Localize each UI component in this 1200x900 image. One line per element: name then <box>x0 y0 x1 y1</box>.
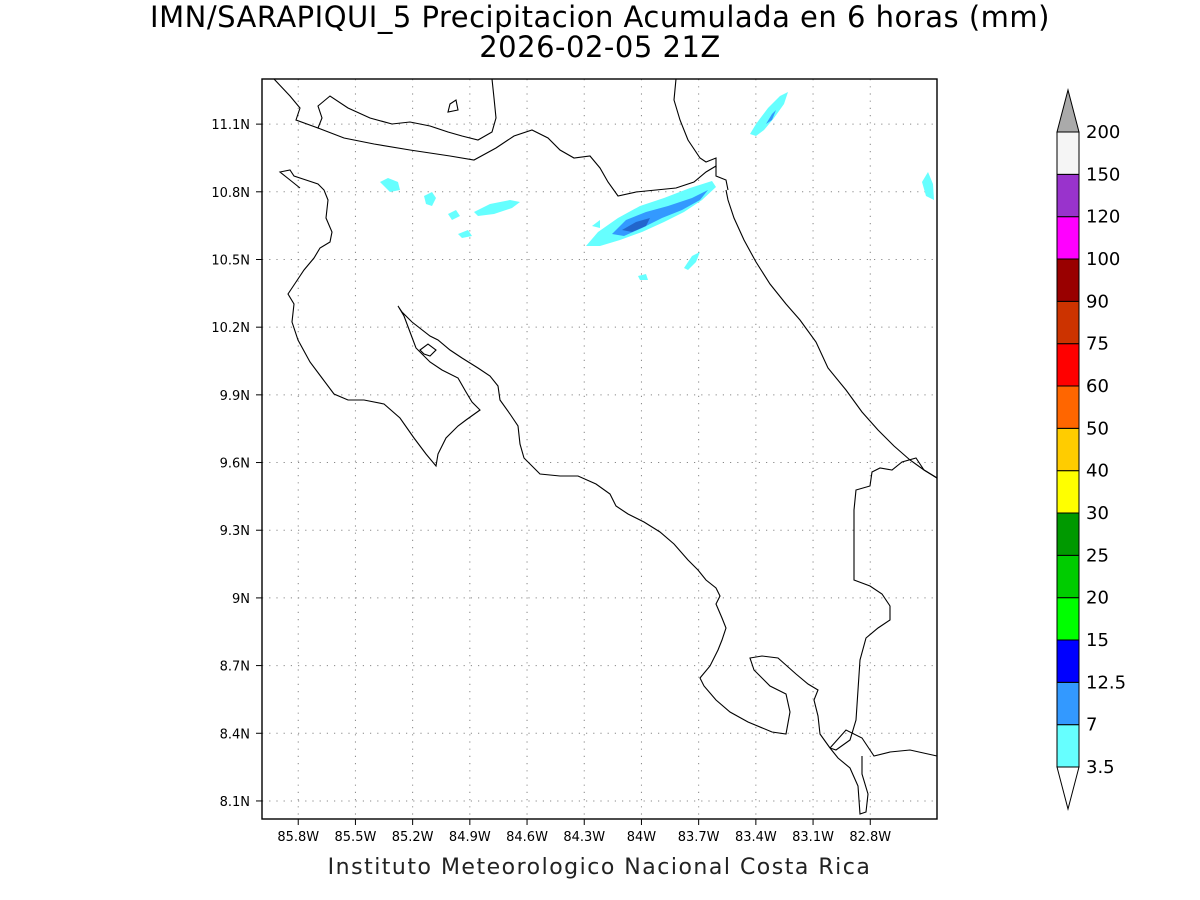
pacific-coast-panama <box>829 729 938 757</box>
lat-tick-label: 8.4N <box>220 727 250 742</box>
lon-tick-label: 83.7W <box>678 830 720 845</box>
colorbar-segment <box>1056 131 1080 175</box>
lon-tick-label: 85.2W <box>392 830 434 845</box>
colorbar-label: 100 <box>1086 249 1120 270</box>
colorbar-segment <box>1056 343 1080 387</box>
lat-tick-label: 10.5N <box>211 253 250 268</box>
lon-tick-label: 85.5W <box>335 830 377 845</box>
lat-tick-label: 9N <box>232 592 250 607</box>
colorbar-segment <box>1056 724 1080 768</box>
precip-area-small-3 <box>592 220 600 228</box>
lon-tick-label: 84.9W <box>449 830 491 845</box>
lat-tick-label: 9.9N <box>220 389 250 404</box>
colorbar-label: 30 <box>1086 503 1109 524</box>
map-frame-background <box>262 79 937 819</box>
lat-tick-label: 10.8N <box>211 186 250 201</box>
precip-area-west-2 <box>424 192 436 206</box>
precip-area-small-2 <box>638 274 648 280</box>
colorbar-segment <box>1056 385 1080 429</box>
footer-credit: Instituto Meteorologico Nacional Costa R… <box>327 855 872 880</box>
colorbar-label: 60 <box>1086 376 1109 397</box>
burica-peninsula <box>829 747 869 815</box>
precip-area-west-4 <box>474 200 520 216</box>
map-title: IMN/SARAPIQUI_5 Precipitacion Acumulada … <box>0 2 1200 62</box>
colorbar-label: 200 <box>1086 122 1120 143</box>
colorbar-over-triangle <box>1056 88 1080 133</box>
colorbar-segment <box>1056 512 1080 556</box>
gridlines <box>262 79 937 819</box>
title-line-2: 2026-02-05 21Z <box>479 30 721 64</box>
lat-tick-label: 9.6N <box>220 457 250 472</box>
lat-tick-label: 8.1N <box>220 795 250 810</box>
precip-area-ne-core <box>766 110 776 124</box>
lon-tick-label: 84.3W <box>563 830 605 845</box>
colorbar-label: 25 <box>1086 545 1109 566</box>
lon-tick-label: 85.8W <box>277 830 319 845</box>
colorbar-segment <box>1056 639 1080 683</box>
colorbar-label: 120 <box>1086 207 1120 228</box>
colorbar-segment <box>1056 470 1080 514</box>
precip-area-ne-band <box>750 92 788 136</box>
colorbar-label: 150 <box>1086 164 1120 185</box>
coastlines-and-borders <box>273 78 938 815</box>
colorbar-segment <box>1056 258 1080 302</box>
colorbar-segment <box>1056 173 1080 218</box>
lake-nicaragua-islet <box>447 99 459 113</box>
precip-area-east-edge <box>922 172 934 200</box>
caribbean-coast <box>725 189 938 479</box>
colorbar-label: 75 <box>1086 334 1109 355</box>
colorbar-under-triangle <box>1056 766 1080 811</box>
lon-tick-label: 82.8W <box>849 830 891 845</box>
colorbar-segment <box>1056 681 1080 726</box>
panama-border-north <box>829 457 938 751</box>
longitude-labels: 85.8W 85.5W 85.2W 84.9W 84.6W 84.3W 84W 83.7W 83… <box>277 819 891 845</box>
colorbar-segment <box>1056 554 1080 599</box>
colorbar-label: 15 <box>1086 630 1109 651</box>
lat-tick-label: 9.3N <box>220 524 250 539</box>
lon-tick-label: 84.6W <box>506 830 548 845</box>
colorbar-label: 3.5 <box>1086 757 1115 778</box>
colorbar-segment <box>1056 216 1080 260</box>
precip-area-west-1 <box>380 178 400 192</box>
colorbar-label: 90 <box>1086 291 1109 312</box>
latitude-labels: 11.1N 10.8N 10.5N 10.2N 9.9N 9.6N 9.3N 9N 8.7N 8.… <box>211 118 262 810</box>
caribbean-coast-north <box>673 78 717 168</box>
colorbar-label: 12.5 <box>1086 672 1126 693</box>
lat-tick-label: 10.2N <box>211 321 250 336</box>
pacific-coast-south <box>278 169 831 749</box>
lon-tick-label: 84W <box>627 830 657 845</box>
colorbar: 3.5 7 12.5 15 20 25 30 40 50 60 75 90 100 120 150 200 <box>1056 88 1126 811</box>
colorbar-label: 50 <box>1086 418 1109 439</box>
precip-area-west-5 <box>458 230 472 238</box>
san-juan-border <box>317 127 729 197</box>
title-line-1: IMN/SARAPIQUI_5 Precipitacion Acumulada … <box>150 0 1050 34</box>
colorbar-segment <box>1056 597 1080 641</box>
colorbar-label: 20 <box>1086 588 1109 609</box>
lat-tick-label: 8.7N <box>220 660 250 675</box>
precipitation-areas <box>380 92 934 280</box>
precip-area-small-1 <box>684 252 700 270</box>
lon-tick-label: 83.4W <box>735 830 777 845</box>
precip-area-main-darkcore <box>622 218 650 232</box>
colorbar-label: 40 <box>1086 461 1109 482</box>
gulf-nicoya-island <box>419 343 437 357</box>
colorbar-label: 7 <box>1086 715 1097 736</box>
colorbar-segment <box>1056 300 1080 345</box>
lon-tick-label: 83.1W <box>792 830 834 845</box>
precip-area-west-3 <box>448 210 460 220</box>
map-frame-border <box>261 78 938 820</box>
nicaragua-border-and-lake <box>273 78 497 141</box>
colorbar-segment <box>1056 427 1080 472</box>
lat-tick-label: 11.1N <box>211 118 250 133</box>
